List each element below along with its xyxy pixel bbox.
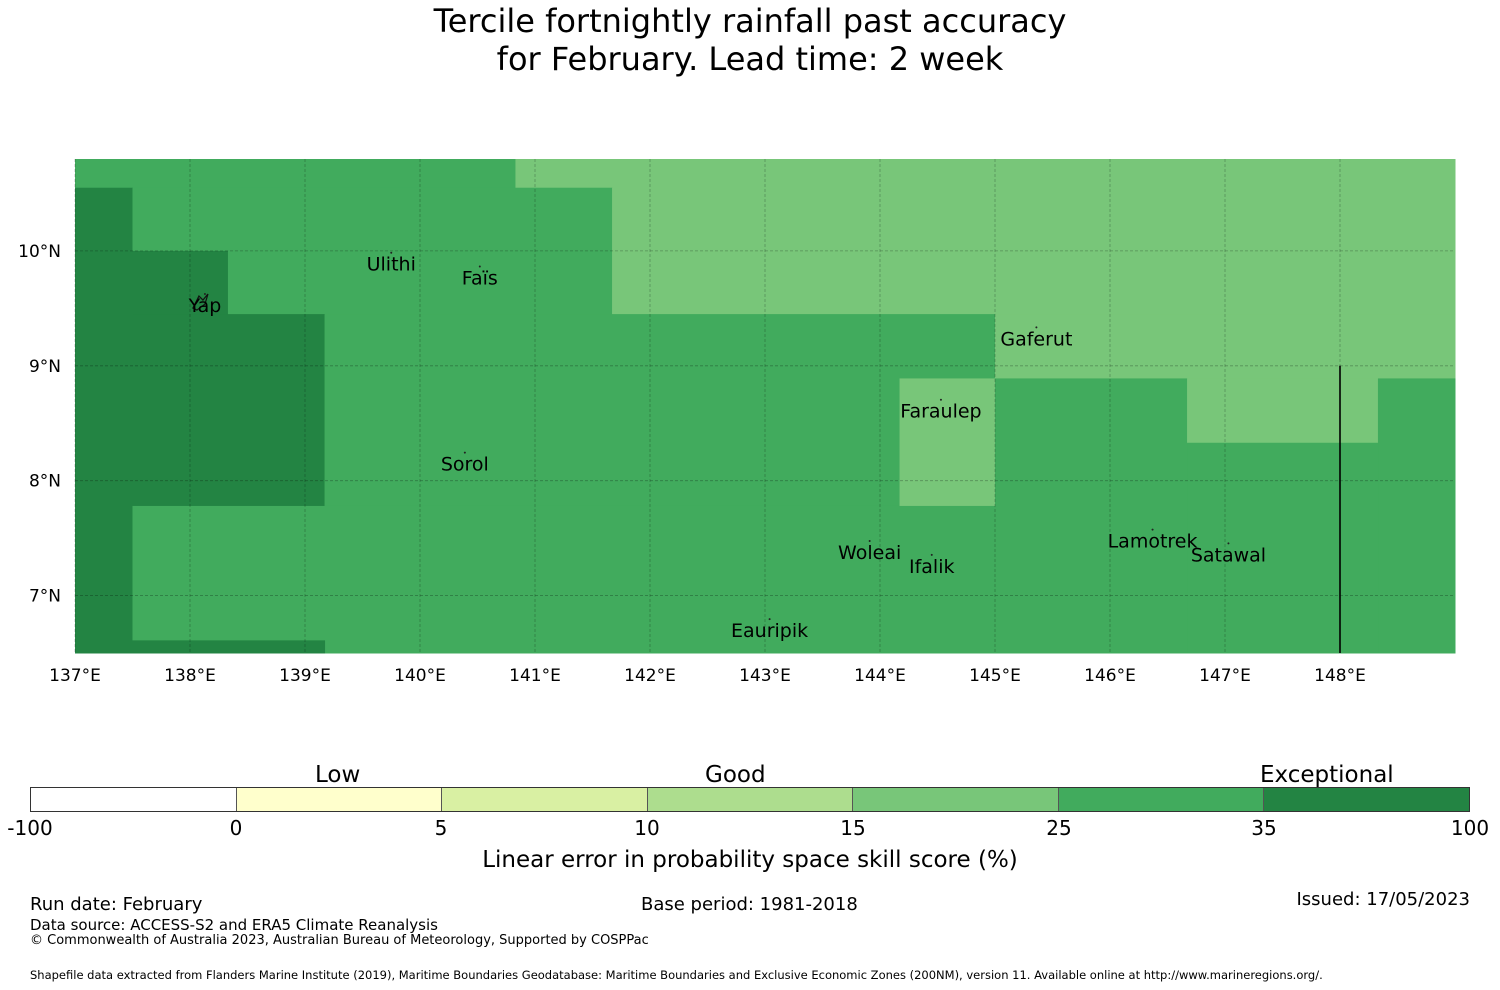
island-marker [478, 265, 481, 268]
island-label: Sorol [441, 454, 489, 476]
x-tick-label: 144°E [854, 666, 906, 686]
y-tick-label: 10°N [18, 242, 61, 262]
colorbar [30, 787, 1470, 812]
colorbar-category-good: Good [705, 762, 766, 788]
colorbar-segment [236, 788, 443, 811]
x-tick-label: 148°E [1314, 666, 1366, 686]
y-tick-label: 7°N [29, 587, 61, 607]
chart-title: Tercile fortnightly rainfall past accura… [0, 0, 1500, 78]
y-tick-label: 8°N [29, 472, 61, 492]
colorbar-segment [31, 788, 237, 811]
colorbar-tick: 0 [229, 816, 243, 840]
colorbar-tick: 25 [1046, 816, 1072, 840]
skill-cell-very_good [1377, 378, 1456, 654]
island-label: Yap [188, 295, 222, 317]
island-marker [930, 553, 933, 556]
island-markers [192, 251, 1230, 621]
skill-cells [75, 159, 1456, 654]
colorbar-category-exceptional: Exceptional [1260, 762, 1394, 788]
island-label: Satawal [1191, 544, 1266, 566]
title-line-2: for February. Lead time: 2 week [496, 40, 1004, 78]
skill-cell-very_good [995, 378, 1188, 654]
island-label: Woleai [838, 542, 901, 564]
island-label: Faraulep [900, 401, 981, 423]
x-tick-label: 137°E [49, 666, 101, 686]
skill-cell-very_good [227, 250, 613, 315]
x-tick-label: 139°E [279, 666, 331, 686]
island-label: Ulithi [367, 254, 416, 276]
copyright: © Commonwealth of Australia 2023, Austra… [30, 933, 649, 948]
yap-island-outline [192, 293, 209, 311]
island-marker [463, 451, 466, 454]
island-labels: Ulithi Faïs Yap Gaferut Faraulep Sorol Woleai I… [188, 254, 1266, 642]
colorbar-segment [1264, 788, 1470, 811]
island-marker [1151, 528, 1154, 531]
colorbar-category-low: Low [315, 762, 361, 788]
colorbar-tick: 5 [434, 816, 448, 840]
skill-cell-exceptional [132, 250, 229, 315]
x-tick-label: 145°E [969, 666, 1021, 686]
colorbar-segment [853, 788, 1059, 811]
island-label: Faïs [462, 267, 498, 289]
issued-date: Issued: 17/05/2023 [1296, 889, 1470, 910]
island-marker [1035, 326, 1038, 329]
colorbar-tick: 10 [634, 816, 660, 840]
y-tick-label: 9°N [29, 357, 61, 377]
x-tick-label: 142°E [624, 666, 676, 686]
skill-cell-exceptional [132, 640, 326, 654]
skill-cell-good [612, 250, 1456, 315]
island-label: Lamotrek [1108, 531, 1198, 553]
island-marker [390, 251, 393, 254]
skill-cell-very_good [132, 505, 996, 654]
colorbar-tick: 15 [840, 816, 866, 840]
run-date: Run date: February [30, 894, 203, 915]
colorbar-tick: -100 [7, 816, 53, 840]
skill-cell-very_good [324, 314, 996, 507]
x-tick-label: 141°E [509, 666, 561, 686]
island-label: Ifalik [909, 556, 955, 578]
skill-cell-good [899, 378, 996, 507]
skill-cell-very_good [132, 187, 613, 252]
x-tick-label: 147°E [1199, 666, 1251, 686]
colorbar-tick: 35 [1251, 816, 1277, 840]
skill-cell-very_good [1187, 442, 1379, 654]
x-tick-label: 138°E [164, 666, 216, 686]
y-axis-ticks: 10°N 9°N 8°N 7°N [18, 242, 61, 607]
island-marker [868, 540, 871, 543]
skill-cell-good [1187, 378, 1379, 444]
island-marker [768, 618, 771, 621]
skill-cell-very_good [75, 159, 516, 189]
base-period: Base period: 1981-2018 [641, 894, 858, 915]
island-label: Eauripik [731, 620, 808, 642]
colorbar-label: Linear error in probability space skill … [482, 847, 1018, 873]
skill-cell-exceptional [75, 187, 133, 654]
x-tick-label: 140°E [394, 666, 446, 686]
island-marker [939, 398, 942, 401]
data-source: Data source: ACCESS-S2 and ERA5 Climate … [30, 916, 438, 934]
title-line-1: Tercile fortnightly rainfall past accura… [433, 2, 1067, 40]
colorbar-segment [1058, 788, 1265, 811]
x-axis-ticks: 137°E 138°E 139°E 140°E 141°E 142°E 143°E 144°E… [49, 666, 1366, 686]
colorbar-segment [647, 788, 854, 811]
skill-cell-exceptional [132, 314, 326, 507]
skill-cell-good [515, 159, 1456, 189]
shapefile-credit: Shapefile data extracted from Flanders M… [30, 968, 1323, 982]
island-marker [203, 293, 206, 296]
x-tick-label: 143°E [739, 666, 791, 686]
map-plot: 137°E 138°E 139°E 140°E 141°E 142°E 143°E 144°E… [18, 159, 1456, 686]
island-label: Gaferut [1000, 328, 1072, 350]
colorbar-segment [442, 788, 648, 811]
skill-cell-good [995, 314, 1456, 379]
skill-cell-good [612, 187, 1456, 252]
island-marker [1227, 542, 1230, 545]
colorbar-tick: 100 [1450, 816, 1490, 840]
x-tick-label: 146°E [1084, 666, 1136, 686]
